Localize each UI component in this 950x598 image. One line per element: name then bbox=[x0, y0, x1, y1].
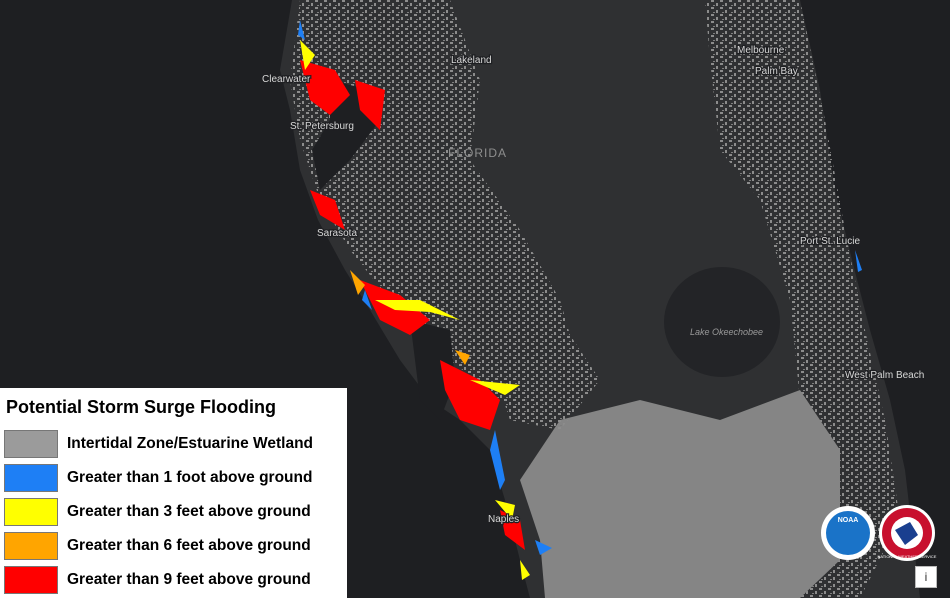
map-label: Lakeland bbox=[451, 55, 492, 66]
map-label: Clearwater bbox=[262, 74, 311, 85]
everglades bbox=[520, 390, 840, 598]
logo-inner bbox=[826, 511, 870, 555]
legend-item: Greater than 3 feet above ground bbox=[4, 498, 311, 526]
lake-okeechobee bbox=[664, 267, 780, 377]
legend-label: Intertidal Zone/Estuarine Wetland bbox=[67, 435, 314, 452]
map-label: Melbourne bbox=[737, 45, 785, 56]
nws-logo: NATIONAL WEATHER SERVICE bbox=[878, 505, 937, 561]
charlotte-harbor bbox=[410, 320, 455, 420]
map-label: Palm Bay bbox=[755, 66, 798, 77]
legend-item: Greater than 6 feet above ground bbox=[4, 532, 311, 560]
logo-mark bbox=[895, 522, 918, 545]
legend-label: Greater than 6 feet above ground bbox=[67, 537, 311, 554]
map-label: St. Petersburg bbox=[290, 121, 354, 132]
legend-swatch bbox=[4, 464, 58, 492]
map-label: Lake Okeechobee bbox=[690, 327, 763, 337]
legend-swatch bbox=[4, 566, 58, 594]
logo-text: NOAA bbox=[838, 517, 859, 524]
legend-title: Potential Storm Surge Flooding bbox=[6, 397, 276, 417]
legend-swatch bbox=[4, 498, 58, 526]
info-button[interactable]: i bbox=[915, 566, 937, 588]
legend-label: Greater than 9 feet above ground bbox=[67, 571, 311, 588]
legend-swatch bbox=[4, 430, 58, 458]
urban-east bbox=[705, 0, 900, 598]
surge bbox=[298, 20, 862, 580]
legend-item: Greater than 9 feet above ground bbox=[4, 566, 311, 594]
logo-text: NATIONAL WEATHER SERVICE bbox=[878, 554, 937, 559]
legend: Potential Storm Surge Flooding Intertida… bbox=[0, 388, 347, 598]
legend-label: Greater than 3 feet above ground bbox=[67, 503, 311, 520]
legend-label: Greater than 1 foot above ground bbox=[67, 469, 313, 486]
map-label: FLORIDA bbox=[448, 146, 507, 160]
map-label: Sarasota bbox=[317, 228, 357, 239]
legend-swatch bbox=[4, 532, 58, 560]
noaa-logo: NOAA bbox=[821, 506, 875, 560]
map-label: Port St. Lucie bbox=[800, 236, 860, 247]
legend-item: Intertidal Zone/Estuarine Wetland bbox=[4, 430, 313, 458]
map-label: Naples bbox=[488, 514, 519, 525]
legend-item: Greater than 1 foot above ground bbox=[4, 464, 312, 492]
wetland-south bbox=[480, 320, 600, 430]
map-label: West Palm Beach bbox=[845, 370, 924, 381]
